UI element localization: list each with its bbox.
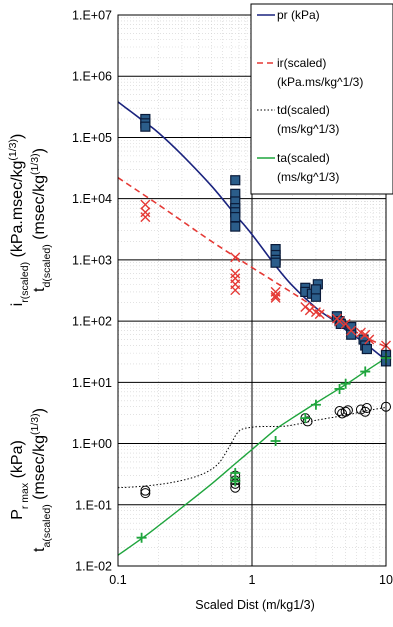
y-axis-label-line: ir(scaled) (kPa.msec/kg(1/3)) [7,134,31,307]
td-point [140,485,151,496]
y-axis-label-part: (1/3) [29,153,41,175]
pr-point [230,221,241,232]
ir-point [140,207,151,218]
ir-legend-label: ir(scaled) [277,56,326,70]
x-tick-label: 10 [379,573,393,587]
ir-point [140,212,151,223]
ir-point [140,199,151,210]
y-axis-label-line: Pr max (kPa) [9,440,31,520]
y-tick-label: 1.E+00 [72,437,112,451]
ta-point [360,366,371,377]
ta-point [340,378,351,389]
ta-legend-label: ta(scaled) [277,151,330,165]
ir-legend-unit: (kPa.ms/kg^1/3) [277,75,363,89]
y-axis-label: ir(scaled) (kPa.msec/kg(1/3))td(scaled) … [7,134,53,552]
ir-point [314,309,325,320]
pr-point [230,211,241,223]
ir-point [230,268,241,279]
pr-point [310,284,322,295]
ir-point [334,316,345,327]
y-axis-label-part: (msec/kg [31,175,48,244]
y-axis-label-part: ) [9,134,26,139]
ir-point [340,318,351,329]
pr-point [230,175,241,186]
y-tick-label: 1.E+01 [72,376,112,390]
y-axis-label-line: ta(scaled) (msec/kg(1/3)) [29,408,53,552]
ir-point [230,285,241,296]
td-legend-unit: (ms/kg^1/3) [277,122,339,136]
ta-point [310,399,321,410]
y-axis-label-part: i [9,303,26,307]
y-axis-label-part: (kPa.msec/kg [9,161,26,262]
axis-tick-labels: 0.1 1 10 1.E-02 1.E-01 1.E+00 1.E+01 1.E+02 1.E+… [72,9,393,588]
td-point [340,406,351,417]
td-point [302,416,313,427]
ta-point [300,413,311,424]
ir-point [300,302,311,312]
y-axis-label-part: ) [31,408,48,413]
ta-point [136,532,147,543]
y-axis-label-part: r max [19,482,31,509]
y-tick-label: 1.E+02 [72,315,112,329]
ta-point [230,476,241,487]
td-point [361,403,372,414]
y-tick-label: 1.E+04 [72,192,112,206]
ta-point [270,436,281,447]
y-tick-label: 1.E+07 [72,9,112,23]
y-axis-label-part: ) [31,148,48,153]
y-axis-label-part: (kPa) [9,440,26,483]
x-axis-label: Scaled Dist (m/kg1/3) [195,598,314,612]
ir-point [230,252,241,263]
ir-point [364,334,375,345]
y-axis-label-part: (1/3) [29,413,41,435]
y-tick-label: 1.E+05 [72,131,112,145]
ta-legend-unit: (ms/kg^1/3) [277,170,339,184]
pr-point [140,121,151,132]
ta-point [334,383,345,394]
y-axis-label-part: (1/3) [7,139,19,161]
y-tick-label: 1.E-01 [75,498,112,512]
y-axis-label-line: td(scaled) (msec/kg(1/3)) [29,148,53,292]
td-legend-label: td(scaled) [277,103,330,117]
ir-point [304,305,315,316]
ir-point [270,292,281,303]
y-axis-label-part: a(scaled) [41,504,53,547]
y-axis-label-part: t [31,287,48,292]
y-axis-label-part: d(scaled) [41,244,53,287]
y-tick-label: 1.E-02 [75,560,112,574]
y-axis-label-part: r(scaled) [19,262,31,303]
y-tick-label: 1.E+06 [72,70,112,84]
y-tick-label: 1.E+03 [72,253,112,267]
ir-point [270,290,281,301]
y-axis-label-part: P [9,509,26,520]
x-tick-label: 0.1 [109,573,126,587]
pr-legend-label: pr (kPa) [277,8,320,22]
x-tick-label: 1 [249,573,256,587]
td-point [334,406,345,417]
td-point [140,488,151,499]
td-point [342,405,353,416]
pr-point [270,257,281,268]
y-axis-label-part: (msec/kg [31,435,48,504]
pr-point [361,343,372,355]
legend-box [250,3,393,195]
ir-point [346,325,357,336]
series-markers [136,113,392,543]
legend: pr (kPa) ir(scaled) (kPa.ms/kg^1/3) td(scal… [250,3,393,195]
y-axis-label-part: t [31,547,48,552]
